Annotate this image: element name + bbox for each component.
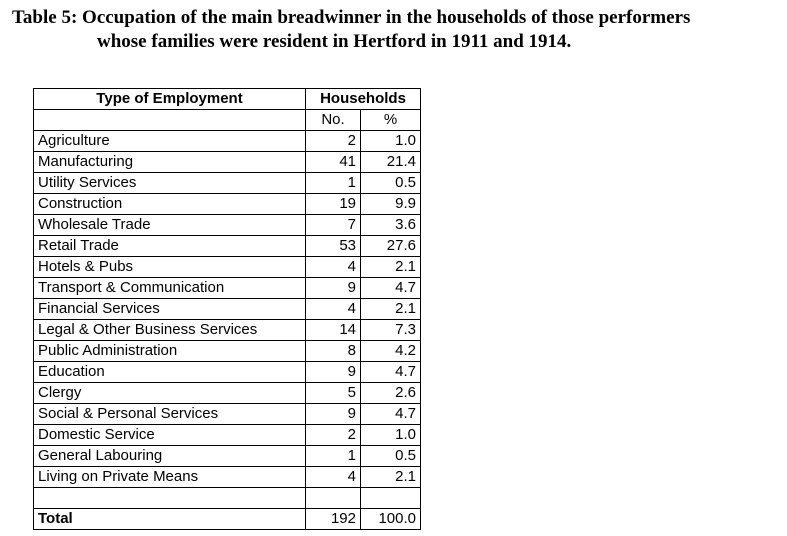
households-no-cell: 19 (305, 193, 361, 215)
header-pct: % (360, 109, 421, 131)
households-no-cell: 8 (305, 340, 361, 362)
employment-type-cell: Construction (33, 193, 306, 215)
employment-type-cell: Wholesale Trade (33, 214, 306, 236)
header-type-of-employment: Type of Employment (33, 88, 306, 110)
header-households: Households (305, 88, 421, 110)
employment-type-cell: Financial Services (33, 298, 306, 320)
households-pct-cell: 4.7 (360, 361, 421, 383)
households-no-cell: 9 (305, 361, 361, 383)
blank-cell (305, 487, 361, 509)
employment-type-cell: Living on Private Means (33, 466, 306, 488)
households-no-cell: 4 (305, 256, 361, 278)
table-row: Agriculture 2 1.0 (33, 130, 421, 152)
blank-cell (33, 487, 306, 509)
households-pct-cell: 2.6 (360, 382, 421, 404)
table-row: Legal & Other Business Services 14 7.3 (33, 319, 421, 341)
households-no-cell: 1 (305, 445, 361, 467)
households-no-cell: 4 (305, 466, 361, 488)
table-row: Clergy 5 2.6 (33, 382, 421, 404)
households-pct-cell: 7.3 (360, 319, 421, 341)
table-caption: Table 5: Occupation of the main breadwin… (12, 6, 690, 54)
table-body: Agriculture 2 1.0 Manufacturing 41 21.4 Utilit… (33, 130, 421, 488)
subheader-row: No. % (33, 109, 421, 131)
households-pct-cell: 2.1 (360, 298, 421, 320)
households-pct-cell: 4.2 (360, 340, 421, 362)
employment-type-cell: Clergy (33, 382, 306, 404)
table-row: Retail Trade 53 27.6 (33, 235, 421, 257)
households-pct-cell: 4.7 (360, 277, 421, 299)
employment-type-cell: Utility Services (33, 172, 306, 194)
employment-type-cell: Education (33, 361, 306, 383)
households-no-cell: 9 (305, 403, 361, 425)
households-pct-cell: 2.1 (360, 256, 421, 278)
households-no-cell: 14 (305, 319, 361, 341)
households-pct-cell: 0.5 (360, 172, 421, 194)
households-pct-cell: 0.5 (360, 445, 421, 467)
caption-line-1: Table 5: Occupation of the main breadwin… (12, 7, 691, 28)
header-row: Type of Employment Households (33, 88, 421, 110)
households-no-cell: 2 (305, 424, 361, 446)
households-pct-cell: 2.1 (360, 466, 421, 488)
households-no-cell: 9 (305, 277, 361, 299)
table-row: Construction 19 9.9 (33, 193, 421, 215)
table-row: Public Administration 8 4.2 (33, 340, 421, 362)
total-pct: 100.0 (360, 508, 421, 530)
table-row: Living on Private Means 4 2.1 (33, 466, 421, 488)
employment-type-cell: Transport & Communication (33, 277, 306, 299)
employment-type-cell: Hotels & Pubs (33, 256, 306, 278)
blank-cell (360, 487, 421, 509)
employment-type-cell: Manufacturing (33, 151, 306, 173)
employment-table: Type of Employment Households No. % Agri… (33, 88, 421, 530)
employment-type-cell: Domestic Service (33, 424, 306, 446)
blank-row (33, 487, 421, 509)
table-row: Wholesale Trade 7 3.6 (33, 214, 421, 236)
table-row: Transport & Communication 9 4.7 (33, 277, 421, 299)
caption-line-2: whose families were resident in Hertford… (97, 31, 572, 52)
employment-type-cell: Retail Trade (33, 235, 306, 257)
employment-type-cell: Agriculture (33, 130, 306, 152)
households-no-cell: 2 (305, 130, 361, 152)
header-no: No. (305, 109, 361, 131)
households-no-cell: 53 (305, 235, 361, 257)
employment-type-cell: General Labouring (33, 445, 306, 467)
employment-type-cell: Public Administration (33, 340, 306, 362)
households-pct-cell: 1.0 (360, 130, 421, 152)
total-no: 192 (305, 508, 361, 530)
table-row: Education 9 4.7 (33, 361, 421, 383)
households-pct-cell: 4.7 (360, 403, 421, 425)
table-row: Domestic Service 2 1.0 (33, 424, 421, 446)
table-row: Hotels & Pubs 4 2.1 (33, 256, 421, 278)
total-row: Total 192 100.0 (33, 508, 421, 530)
households-pct-cell: 9.9 (360, 193, 421, 215)
households-no-cell: 1 (305, 172, 361, 194)
table-row: Utility Services 1 0.5 (33, 172, 421, 194)
households-no-cell: 7 (305, 214, 361, 236)
households-no-cell: 5 (305, 382, 361, 404)
employment-type-cell: Social & Personal Services (33, 403, 306, 425)
households-pct-cell: 1.0 (360, 424, 421, 446)
table-row: General Labouring 1 0.5 (33, 445, 421, 467)
households-no-cell: 4 (305, 298, 361, 320)
table-row: Social & Personal Services 9 4.7 (33, 403, 421, 425)
households-pct-cell: 21.4 (360, 151, 421, 173)
table-row: Financial Services 4 2.1 (33, 298, 421, 320)
total-label: Total (33, 508, 306, 530)
subheader-empty-cell (33, 109, 306, 131)
table-row: Manufacturing 41 21.4 (33, 151, 421, 173)
employment-type-cell: Legal & Other Business Services (33, 319, 306, 341)
households-pct-cell: 3.6 (360, 214, 421, 236)
households-no-cell: 41 (305, 151, 361, 173)
households-pct-cell: 27.6 (360, 235, 421, 257)
